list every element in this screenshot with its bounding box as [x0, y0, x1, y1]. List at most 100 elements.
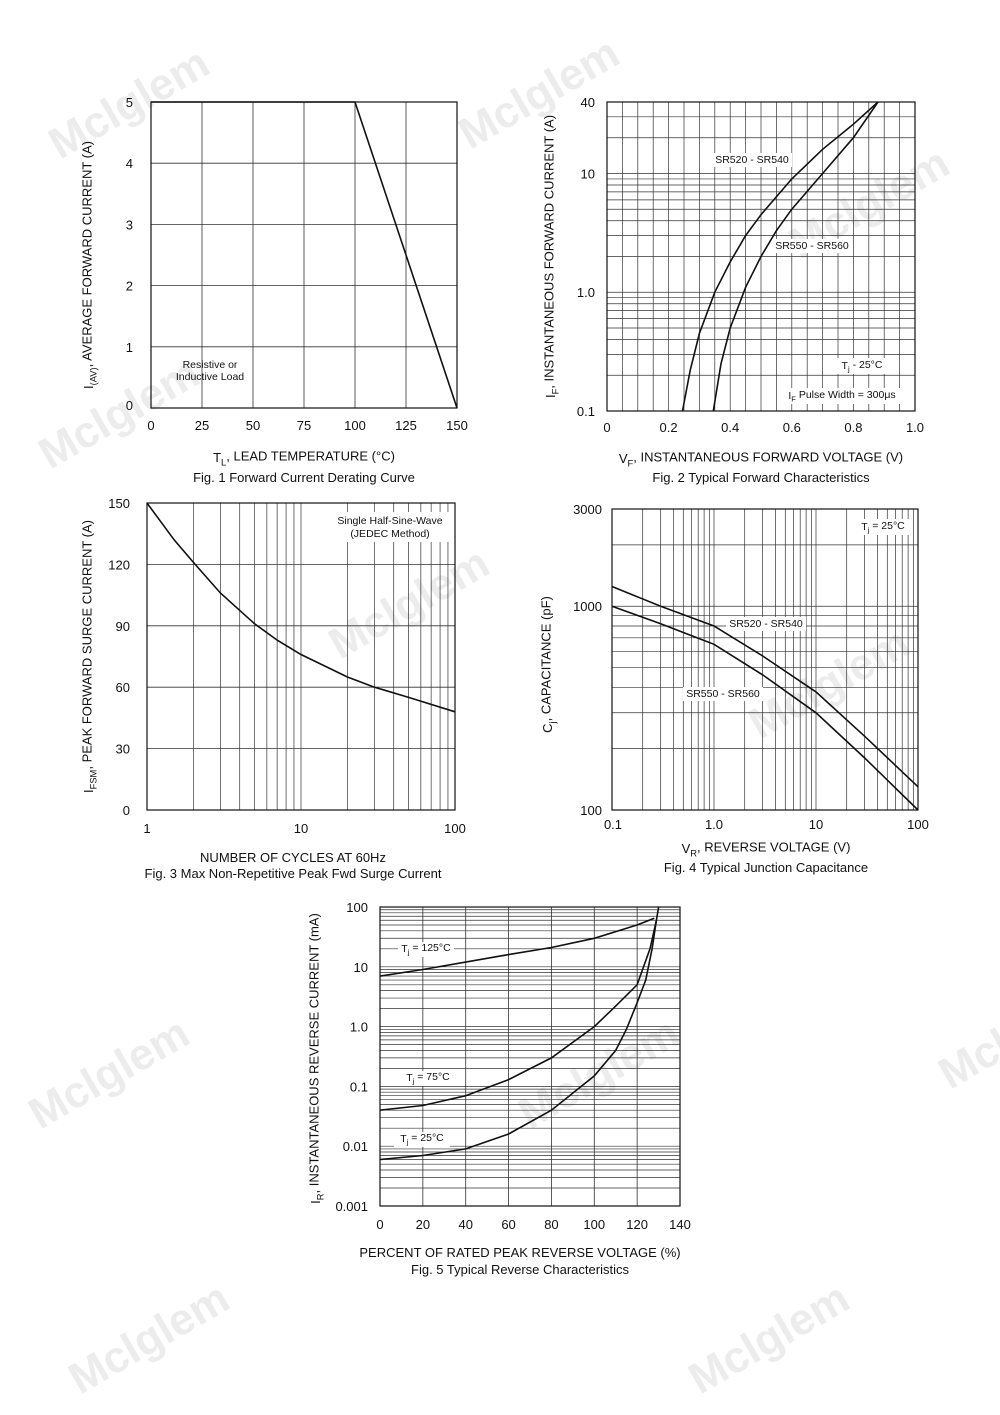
fig2-y-tick-label: 0.1 [577, 404, 595, 419]
fig4-series-label: SR520 - SR540 [729, 618, 803, 630]
fig2-y-axis-label: IF, INSTANTANEOUS FORWARD CURRENT (A) [542, 115, 561, 398]
fig2-x-tick-label: 1.0 [906, 420, 924, 435]
fig2-label-bg [835, 358, 889, 374]
fig4-x-tick-label: 1.0 [705, 817, 723, 832]
fig4-x-tick-label: 100 [907, 817, 929, 832]
fig3-y-axis-label: IFSM, PEAK FORWARD SURGE CURRENT (A) [80, 520, 99, 793]
fig3-label-bg [330, 512, 450, 542]
fig5-x-tick-label: 140 [669, 1217, 691, 1232]
fig2-y-tick-label: 40 [581, 95, 595, 110]
fig5-y-axis-label: IR, INSTANTANEOUS REVERSE CURRENT (mA) [307, 913, 326, 1204]
fig5-x-tick-label: 20 [416, 1217, 430, 1232]
fig1-y-tick-label: 0 [126, 398, 133, 413]
fig1-annotation-line1: Resistive or [183, 359, 238, 371]
fig5-series-line [379, 917, 655, 977]
fig1-y-tick-label: 2 [126, 279, 133, 294]
fig3-chart: 1 10 100 0 30 60 90 120 150 Single Half-Sine-Wave… [80, 496, 466, 881]
fig4-title: Fig. 4 Typical Junction Capacitance [664, 860, 868, 875]
fig5-frame [379, 906, 681, 1207]
fig5-y-tick-label: 0.01 [343, 1139, 368, 1154]
fig5-x-tick-label: 100 [583, 1217, 605, 1232]
fig4-label-bg [857, 519, 909, 535]
fig4-temp-annotation: Tj = 25°C [861, 520, 905, 535]
fig5-title: Fig. 5 Typical Reverse Characteristics [411, 1262, 629, 1277]
fig2-label-bg [712, 153, 792, 167]
fig5-series-label: Tj = 75°C [406, 1071, 450, 1086]
fig1-x-tick-label: 125 [395, 418, 417, 433]
fig5-y-tick-label: 100 [346, 900, 368, 915]
fig2-chart: 0 0.2 0.4 0.6 0.8 1.0 0.1 1.0 10 40 SR520 - SR540 S… [542, 95, 924, 485]
fig2-pulse-annotation: IF Pulse Width = 300μs [788, 389, 895, 404]
fig2-label-bg [772, 239, 852, 253]
fig1-x-tick-label: 100 [344, 418, 366, 433]
fig5-y-tick-label: 0.1 [350, 1079, 368, 1094]
fig4-x-axis-label: VR, REVERSE VOLTAGE (V) [682, 840, 851, 859]
fig4-series-line [611, 585, 919, 788]
fig4-y-tick-label: 1000 [573, 599, 602, 614]
fig4-label-bg [683, 687, 763, 701]
fig1-x-tick-label: 50 [246, 418, 260, 433]
fig2-x-tick-label: 0 [603, 420, 610, 435]
fig2-series-label: SR550 - SR560 [775, 240, 849, 252]
fig1-y-axis-label: I(AV), AVERAGE FORWARD CURRENT (A) [80, 141, 99, 389]
fig5-series-line [379, 920, 658, 1161]
fig4-label-bg [726, 617, 806, 631]
fig3-annotation-line1: Single Half-Sine-Wave [337, 515, 442, 527]
fig1-chart: 0 25 50 75 100 125 150 0 1 2 3 4 5 Resistive orInduct… [80, 95, 468, 485]
fig2-temp-annotation: Tj - 25°C [842, 359, 883, 374]
fig2-series-label: SR520 - SR540 [715, 154, 789, 166]
fig3-y-tick-label: 0 [123, 803, 130, 818]
fig4-series-line [611, 605, 919, 811]
fig3-annotation-line2: (JEDEC Method) [350, 528, 429, 540]
fig3-frame [146, 502, 456, 811]
fig1-x-tick-label: 25 [195, 418, 209, 433]
fig1-y-tick-label: 3 [126, 217, 133, 232]
fig2-label-bg [785, 388, 900, 404]
watermark-text: Mclglem [21, 1008, 198, 1138]
fig3-y-tick-label: 120 [108, 557, 130, 572]
fig2-x-tick-label: 0.8 [844, 420, 862, 435]
fig4-x-tick-label: 10 [809, 817, 823, 832]
fig4-y-tick-label: 100 [580, 803, 602, 818]
fig5-x-tick-label: 40 [458, 1217, 472, 1232]
fig5-series-label: Tj = 125°C [401, 942, 451, 957]
fig5-x-axis-label: PERCENT OF RATED PEAK REVERSE VOLTAGE (%… [359, 1245, 680, 1260]
fig2-x-tick-label: 0.4 [721, 420, 739, 435]
fig3-x-tick-label: 10 [294, 821, 308, 836]
fig1-x-tick-label: 150 [446, 418, 468, 433]
fig3-series-line [146, 502, 456, 713]
fig3-x-tick-label: 100 [444, 821, 466, 836]
watermark-text: Mclglem [451, 28, 628, 158]
fig3-title: Fig. 3 Max Non-Repetitive Peak Fwd Surge… [145, 866, 442, 881]
fig4-y-tick-label: 3000 [573, 502, 602, 517]
fig5-x-tick-label: 60 [501, 1217, 515, 1232]
fig5-label-bg [398, 942, 454, 957]
fig5-x-tick-label: 120 [626, 1217, 648, 1232]
fig5-y-tick-label: 1.0 [350, 1020, 368, 1035]
fig3-y-tick-label: 30 [116, 742, 130, 757]
fig1-title: Fig. 1 Forward Current Derating Curve [193, 470, 415, 485]
fig4-y-axis-label: Cj, CAPACITANCE (pF) [539, 596, 558, 733]
fig4-frame [611, 508, 919, 811]
fig2-x-tick-label: 0.2 [660, 420, 678, 435]
fig2-x-tick-label: 0.6 [783, 420, 801, 435]
fig1-series-line [151, 101, 458, 409]
fig5-series-label: Tj = 25°C [400, 1132, 444, 1147]
fig3-y-tick-label: 60 [116, 680, 130, 695]
fig4-chart: 0.1 1.0 10 100 100 1000 3000 SR520 - SR540 SR550… [539, 502, 929, 875]
fig2-y-tick-label: 1.0 [577, 285, 595, 300]
fig2-series-line [681, 101, 879, 412]
fig3-x-tick-label: 1 [143, 821, 150, 836]
fig2-x-axis-label: VF, INSTANTANEOUS FORWARD VOLTAGE (V) [619, 450, 903, 469]
fig5-label-bg [400, 1071, 456, 1086]
fig1-x-tick-label: 0 [147, 418, 154, 433]
fig2-y-tick-label: 10 [581, 166, 595, 181]
fig2-title: Fig. 2 Typical Forward Characteristics [652, 470, 870, 485]
fig1-x-tick-label: 75 [297, 418, 311, 433]
fig1-y-tick-label: 1 [126, 340, 133, 355]
fig2-series-line [712, 101, 879, 412]
watermark-text: Mclglem [681, 1273, 858, 1403]
fig1-y-tick-label: 4 [126, 156, 133, 171]
fig5-chart: 0 20 40 60 80 100 120 140 0.001 0.01 0.1 1.0 10 100 Tj… [307, 900, 691, 1277]
